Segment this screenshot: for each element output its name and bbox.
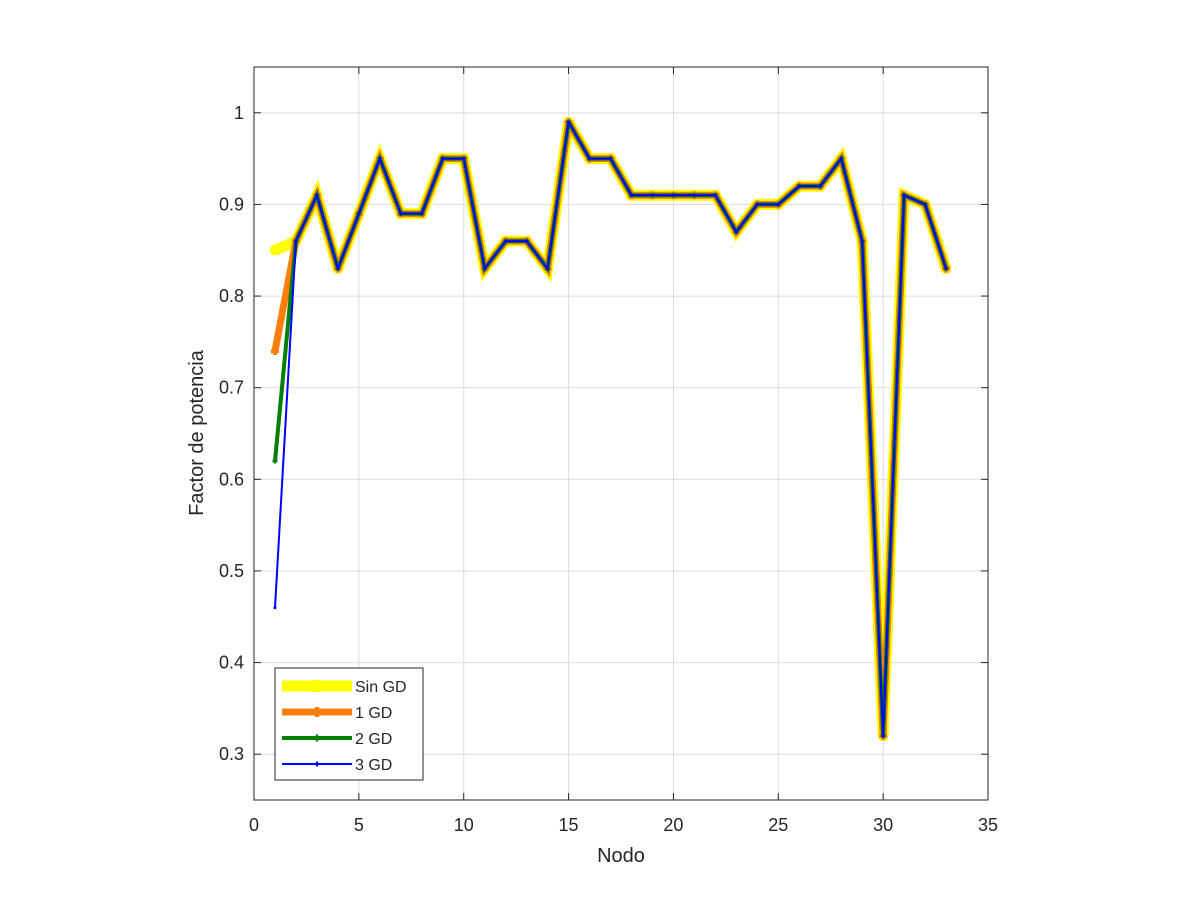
y-tick-labels: 0.3 0.4 0.5 0.6 0.7 0.8 0.9 1 <box>219 103 244 764</box>
data-point <box>441 157 445 161</box>
x-tick-label: 25 <box>768 815 788 835</box>
y-axis-label: Factor de potencia <box>186 349 208 516</box>
data-point <box>525 239 529 243</box>
y-tick-label: 0.6 <box>219 469 244 489</box>
data-point <box>378 157 382 161</box>
data-point <box>270 347 279 356</box>
data-point <box>902 193 906 197</box>
data-point <box>588 157 592 161</box>
x-axis-label: Nodo <box>597 845 645 867</box>
data-point <box>272 458 278 464</box>
data-point <box>692 193 696 197</box>
data-point <box>315 193 319 197</box>
series-4 <box>273 120 948 738</box>
x-tick-label: 5 <box>354 815 364 835</box>
data-point <box>420 212 424 216</box>
data-point <box>650 193 654 197</box>
x-tick-label: 20 <box>663 815 683 835</box>
legend-label: 2 GD <box>355 731 392 748</box>
data-point <box>483 267 487 271</box>
x-tick-label: 10 <box>454 815 474 835</box>
data-point <box>713 193 717 197</box>
y-tick-label: 1 <box>234 103 244 123</box>
legend-label: Sin GD <box>355 679 407 696</box>
y-tick-label: 0.7 <box>219 378 244 398</box>
data-point <box>797 184 801 188</box>
data-point <box>629 193 633 197</box>
data-point <box>839 157 843 161</box>
legend-swatch-marker <box>313 734 321 742</box>
legend-label: 3 GD <box>355 757 392 774</box>
x-tick-label: 30 <box>873 815 893 835</box>
legend-swatch-marker <box>314 761 320 767</box>
x-tick-label: 15 <box>559 815 579 835</box>
legend-entries: Sin GD 1 GD 2 GD 3 GD <box>282 679 407 774</box>
x-tick-label: 35 <box>978 815 998 835</box>
y-tick-label: 0.4 <box>219 653 244 673</box>
data-point <box>776 202 780 206</box>
data-point <box>860 239 864 243</box>
data-point <box>399 212 403 216</box>
x-tick-labels: 0 5 10 15 20 25 30 35 <box>249 815 998 835</box>
data-point <box>881 734 885 738</box>
data-point <box>944 267 948 271</box>
data-point <box>336 267 340 271</box>
data-point <box>273 606 277 610</box>
legend-label: 1 GD <box>355 705 392 722</box>
y-tick-label: 0.5 <box>219 561 244 581</box>
y-tick-label: 0.8 <box>219 286 244 306</box>
data-point <box>755 202 759 206</box>
ticks <box>253 67 989 800</box>
data-point <box>294 239 298 243</box>
data-point <box>923 202 927 206</box>
data-point <box>462 157 466 161</box>
legend-swatch-marker <box>311 680 323 692</box>
data-point <box>734 230 738 234</box>
y-tick-label: 0.9 <box>219 194 244 214</box>
data-point <box>357 212 361 216</box>
series-lines <box>269 116 952 741</box>
data-point <box>609 157 613 161</box>
data-point <box>269 245 280 256</box>
data-point <box>546 267 550 271</box>
data-point <box>504 239 508 243</box>
legend-swatch-marker <box>312 707 322 717</box>
x-tick-label: 0 <box>249 815 259 835</box>
data-point <box>671 193 675 197</box>
y-tick-label: 0.3 <box>219 744 244 764</box>
legend: Sin GD 1 GD 2 GD 3 GD <box>274 667 424 781</box>
data-point <box>567 120 571 124</box>
plot-frame <box>253 66 989 801</box>
data-point <box>818 184 822 188</box>
